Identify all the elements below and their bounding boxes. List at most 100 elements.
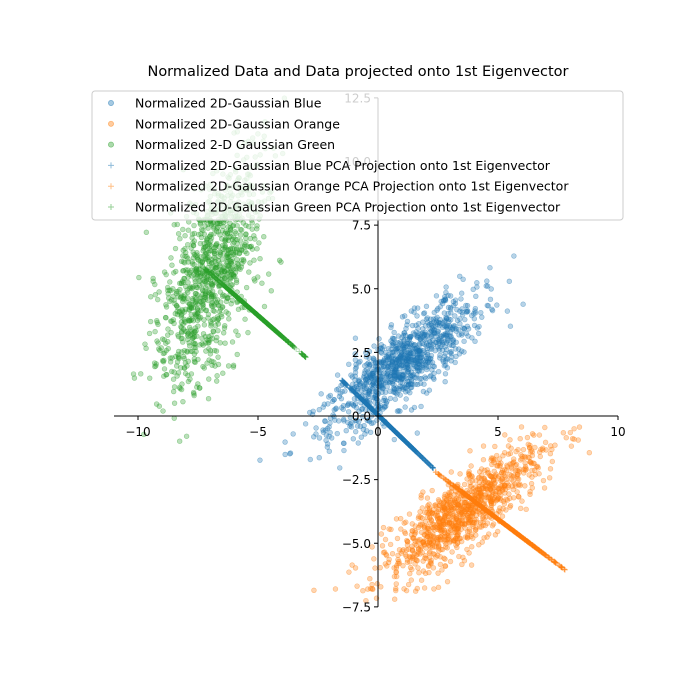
scatter-point	[401, 337, 407, 343]
scatter-point	[393, 363, 399, 369]
scatter-point	[414, 305, 421, 311]
scatter-point	[536, 432, 543, 438]
scatter-point	[424, 340, 430, 347]
scatter-point	[180, 226, 186, 233]
scatter-point	[405, 353, 411, 359]
scatter-point	[261, 303, 268, 310]
scatter-point	[431, 535, 438, 541]
scatter-point	[352, 351, 358, 357]
scatter-point	[169, 355, 175, 361]
scatter-point	[442, 322, 448, 329]
scatter-point	[207, 351, 214, 357]
scatter-point	[152, 328, 158, 335]
scatter-point	[401, 376, 407, 382]
scatter-point	[343, 428, 349, 434]
scatter-point	[424, 350, 430, 356]
scatter-point	[380, 358, 386, 365]
scatter-point	[180, 398, 186, 405]
scatter-point	[398, 526, 404, 532]
scatter-point	[492, 532, 499, 538]
scatter-point	[209, 358, 215, 365]
scatter-point	[396, 558, 402, 565]
scatter-point	[465, 326, 472, 332]
scatter-point	[459, 309, 465, 315]
scatter-point	[388, 338, 394, 344]
scatter-point	[224, 294, 231, 301]
scatter-point	[429, 367, 435, 373]
scatter-point	[340, 403, 347, 409]
scatter-point	[239, 257, 245, 263]
scatter-point	[397, 341, 403, 347]
scatter-point	[182, 233, 188, 239]
scatter-point	[440, 358, 446, 365]
scatter-point	[442, 371, 449, 377]
scatter-point	[266, 271, 272, 277]
scatter-point	[443, 346, 450, 353]
scatter-point	[444, 326, 451, 333]
scatter-point	[374, 406, 381, 413]
series-1-points	[311, 424, 593, 604]
scatter-point	[431, 309, 437, 316]
scatter-point	[345, 419, 351, 426]
scatter-point	[316, 407, 322, 413]
scatter-point	[302, 421, 309, 427]
scatter-point	[184, 254, 190, 260]
scatter-point	[392, 365, 399, 371]
scatter-point	[440, 297, 447, 304]
scatter-point	[502, 474, 508, 480]
scatter-point	[448, 310, 454, 316]
scatter-point	[419, 334, 426, 340]
scatter-point	[196, 385, 203, 391]
scatter-point	[478, 309, 484, 316]
scatter-point	[378, 360, 385, 366]
scatter-point	[233, 328, 239, 334]
scatter-point	[393, 353, 400, 360]
scatter-point	[396, 355, 402, 361]
scatter-point	[390, 352, 396, 359]
scatter-point	[427, 346, 433, 352]
scatter-point	[350, 381, 356, 387]
scatter-point	[552, 442, 558, 448]
scatter-point	[511, 253, 517, 259]
scatter-point	[217, 340, 223, 346]
scatter-point	[360, 588, 366, 594]
scatter-point	[406, 350, 413, 357]
scatter-point	[213, 378, 220, 384]
scatter-point	[468, 562, 475, 568]
scatter-point	[416, 348, 422, 354]
scatter-point	[546, 475, 553, 481]
scatter-point	[163, 302, 169, 308]
scatter-point	[385, 346, 392, 352]
scatter-point	[249, 226, 255, 232]
scatter-point	[399, 352, 405, 358]
scatter-point	[220, 370, 226, 376]
scatter-point	[243, 239, 249, 246]
scatter-point	[358, 399, 364, 406]
scatter-point	[389, 339, 395, 346]
scatter-point	[390, 349, 396, 355]
scatter-point	[431, 376, 437, 382]
scatter-point	[362, 363, 368, 369]
scatter-point	[436, 338, 442, 345]
scatter-point	[394, 345, 400, 352]
scatter-point	[188, 311, 194, 318]
scatter-point	[354, 583, 360, 589]
scatter-point	[369, 375, 375, 382]
scatter-point	[407, 389, 413, 396]
scatter-point	[517, 481, 523, 487]
scatter-point	[370, 420, 376, 426]
scatter-point	[233, 279, 240, 286]
scatter-point	[459, 538, 465, 545]
scatter-point	[445, 304, 452, 311]
scatter-point	[405, 369, 412, 376]
scatter-point	[313, 425, 319, 431]
scatter-point	[506, 471, 513, 478]
scatter-point	[401, 348, 408, 355]
scatter-point	[418, 331, 424, 337]
scatter-point	[522, 465, 528, 472]
scatter-point	[389, 358, 395, 364]
scatter-point	[427, 326, 433, 332]
scatter-point	[542, 424, 548, 431]
scatter-point	[257, 457, 263, 463]
scatter-point	[436, 340, 442, 347]
